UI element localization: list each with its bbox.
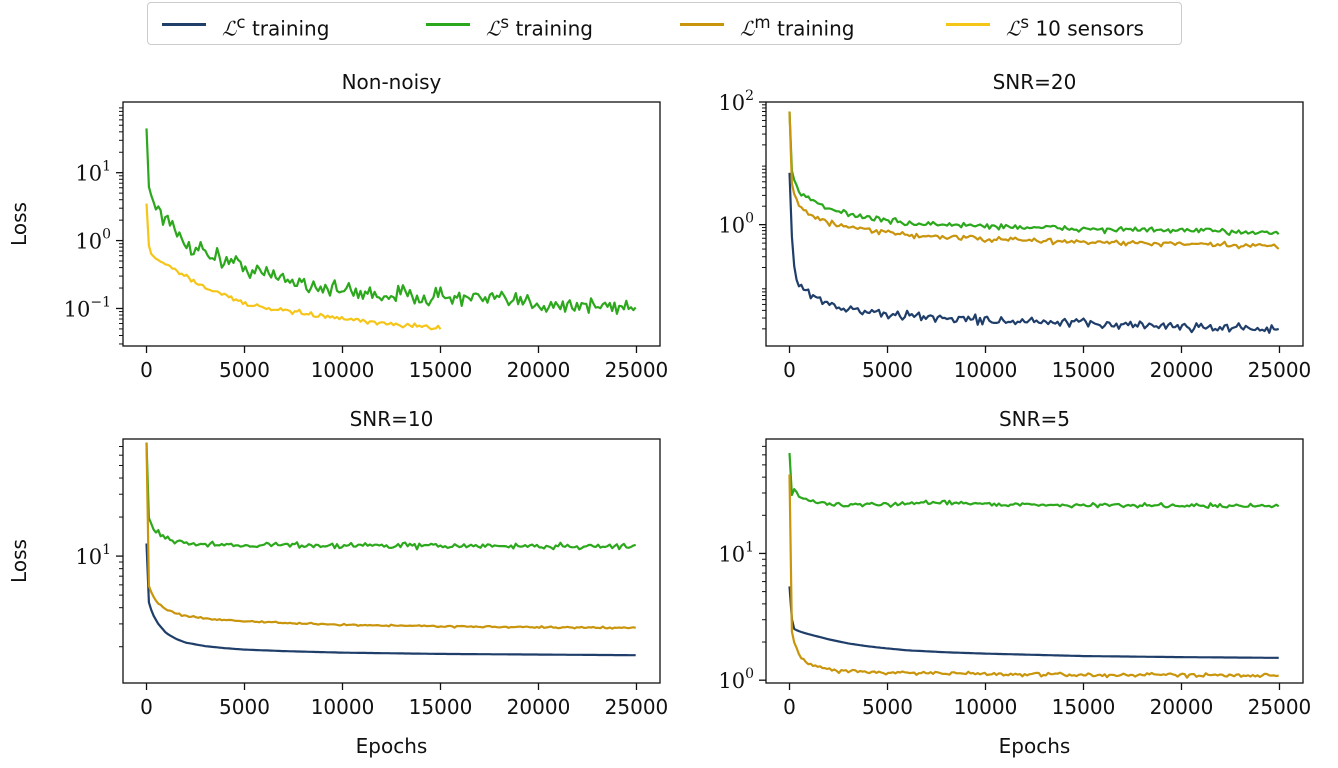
x-tick-label: 0 bbox=[140, 695, 153, 719]
x-tick-label: 20000 bbox=[1150, 695, 1214, 719]
series-line-1 bbox=[145, 128, 637, 315]
legend: ℒc training ℒs training ℒm training ℒs 1… bbox=[147, 2, 1182, 45]
x-tick-label: 15000 bbox=[1052, 695, 1116, 719]
series-line-1 bbox=[788, 172, 1279, 334]
x-tick-label: 25000 bbox=[605, 358, 669, 382]
x-tick-label: 5000 bbox=[219, 358, 270, 382]
x-tick-label: 25000 bbox=[1248, 358, 1312, 382]
legend-text: 10 sensors bbox=[1035, 16, 1144, 41]
subplot-title: SNR=20 bbox=[993, 70, 1077, 94]
y-axis-label: Loss bbox=[7, 202, 31, 246]
x-tick-label: 20000 bbox=[507, 695, 571, 719]
series-line-2 bbox=[145, 442, 637, 551]
x-tick-label: 0 bbox=[783, 358, 796, 382]
legend-text: training bbox=[251, 16, 330, 41]
x-tick-label: 5000 bbox=[219, 695, 270, 719]
series-line-3 bbox=[788, 474, 1279, 679]
x-tick-label: 15000 bbox=[409, 695, 473, 719]
subplot-1: 101 100 10−1 0 5000 10000 15000 20000 25000 Non-n… bbox=[7, 70, 668, 382]
legend-swatch bbox=[680, 23, 724, 26]
series-line-2 bbox=[788, 452, 1280, 509]
legend-label: ℒs training bbox=[486, 13, 593, 41]
x-tick-label: 25000 bbox=[605, 695, 669, 719]
axes-frame bbox=[122, 438, 661, 684]
legend-symbol: ℒ bbox=[222, 16, 237, 41]
y-tick-label: 100 bbox=[718, 211, 754, 238]
legend-sup: c bbox=[236, 13, 246, 32]
series-line-1 bbox=[788, 586, 1279, 659]
x-tick-label: 10000 bbox=[954, 358, 1018, 382]
subplot-title: Non-noisy bbox=[342, 70, 442, 94]
legend-sup: s bbox=[1020, 13, 1030, 32]
legend-sup: s bbox=[500, 13, 510, 32]
legend-sup: m bbox=[754, 13, 771, 32]
legend-swatch bbox=[946, 23, 990, 26]
x-tick-label: 20000 bbox=[1150, 358, 1214, 382]
x-tick-label: 10000 bbox=[311, 358, 375, 382]
x-tick-label: 0 bbox=[140, 358, 153, 382]
legend-text: training bbox=[515, 16, 593, 41]
x-tick-label: 0 bbox=[783, 695, 796, 719]
legend-label: ℒc training bbox=[222, 13, 329, 41]
y-tick-label: 101 bbox=[75, 542, 111, 569]
axes-frame bbox=[122, 101, 661, 347]
y-tick-label: 101 bbox=[718, 539, 754, 566]
legend-label: ℒs 10 sensors bbox=[1006, 13, 1144, 41]
axes-frame bbox=[765, 101, 1304, 347]
x-tick-label: 10000 bbox=[954, 695, 1018, 719]
series-line-1 bbox=[145, 543, 636, 657]
y-tick-label: 101 bbox=[75, 159, 111, 186]
subplot-3: 101 0 5000 10000 15000 20000 25000 SNR=10 Loss Ep… bbox=[7, 407, 668, 758]
subplot-2: 102 100 0 5000 10000 15000 20000 25000 SNR=20 bbox=[718, 70, 1311, 382]
series-line-2 bbox=[788, 111, 1280, 236]
legend-swatch bbox=[162, 23, 206, 26]
y-tick-label: 102 bbox=[718, 88, 754, 115]
x-tick-label: 25000 bbox=[1248, 695, 1312, 719]
y-tick-label: 100 bbox=[75, 227, 111, 254]
legend-symbol: ℒ bbox=[740, 16, 755, 41]
legend-swatch bbox=[426, 23, 470, 26]
legend-symbol: ℒ bbox=[1006, 16, 1021, 41]
x-tick-label: 5000 bbox=[862, 695, 913, 719]
x-axis-label: Epochs bbox=[999, 734, 1071, 758]
subplot-title: SNR=10 bbox=[350, 407, 434, 431]
subplot-title: SNR=5 bbox=[999, 407, 1070, 431]
x-tick-label: 5000 bbox=[862, 358, 913, 382]
legend-symbol: ℒ bbox=[486, 16, 501, 41]
legend-label: ℒm training bbox=[740, 13, 854, 41]
y-tick-label: 100 bbox=[718, 666, 754, 693]
y-axis-label: Loss bbox=[7, 539, 31, 583]
series-line-3 bbox=[788, 111, 1280, 250]
axes-frame bbox=[765, 438, 1304, 684]
x-tick-label: 20000 bbox=[507, 358, 571, 382]
series-line-3 bbox=[145, 442, 636, 630]
x-tick-label: 15000 bbox=[409, 358, 473, 382]
x-axis-label: Epochs bbox=[356, 734, 428, 758]
x-tick-label: 15000 bbox=[1052, 358, 1116, 382]
subplot-4: 101 100 0 5000 10000 15000 20000 25000 SNR=5 Epoc… bbox=[718, 407, 1311, 758]
series-line-2 bbox=[145, 203, 442, 331]
x-tick-label: 10000 bbox=[311, 695, 375, 719]
y-tick-label: 10−1 bbox=[64, 294, 111, 321]
legend-text: training bbox=[777, 16, 855, 41]
